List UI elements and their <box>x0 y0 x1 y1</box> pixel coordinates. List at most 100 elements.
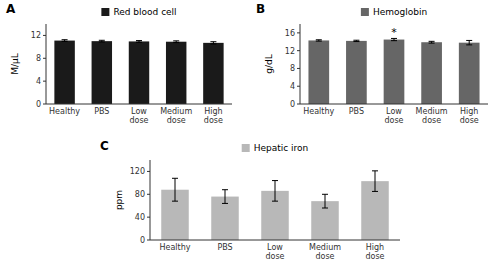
x-tick-label-line: Healthy <box>49 107 80 116</box>
error-cap <box>136 42 142 43</box>
legend: Hemoglobin <box>361 7 427 17</box>
x-tick-label-line: Medium <box>160 107 192 116</box>
bar <box>166 42 186 104</box>
bar <box>308 40 329 104</box>
x-tick-label-line: dose <box>204 116 223 125</box>
error-cap <box>62 39 68 40</box>
x-tick-label-line: dose <box>129 116 148 125</box>
x-tick-label-line: dose <box>384 116 403 125</box>
error-cap <box>466 44 472 45</box>
x-tick-label-line: dose <box>167 116 186 125</box>
x-tick-label: Mediumdose <box>160 107 192 125</box>
y-axis-label: ppm <box>114 190 124 210</box>
y-axis <box>46 24 47 104</box>
bar <box>211 197 239 240</box>
x-tick-label-line: dose <box>365 252 384 261</box>
error-cap <box>272 180 278 181</box>
y-tick <box>43 81 46 82</box>
legend-swatch <box>101 8 109 16</box>
y-tick-label: 0 <box>140 236 145 245</box>
error-cap <box>391 40 397 41</box>
y-tick <box>147 217 150 218</box>
bar <box>459 43 480 104</box>
error-cap <box>99 42 105 43</box>
bar <box>421 42 442 104</box>
x-tick-label: Highdose <box>460 107 479 125</box>
y-axis-label: M/μL <box>10 53 20 75</box>
y-tick-label: 0 <box>36 100 41 109</box>
x-tick-label: Lowdose <box>129 107 148 125</box>
y-tick <box>43 58 46 59</box>
plot-area <box>308 38 479 104</box>
error-cap <box>353 40 359 41</box>
error-cap <box>62 41 68 42</box>
error-line <box>325 194 326 208</box>
plot-area <box>161 171 389 240</box>
error-bar <box>372 171 378 192</box>
x-axis <box>46 104 232 105</box>
bar <box>346 41 367 104</box>
plot-area <box>54 40 223 104</box>
bar <box>54 41 74 104</box>
error-cap <box>372 170 378 171</box>
error-line <box>375 171 376 192</box>
y-tick-label: 16 <box>285 29 295 38</box>
x-tick-label-line: High <box>366 243 384 252</box>
error-cap <box>222 203 228 204</box>
x-tick-label: Healthy <box>49 107 80 116</box>
bar <box>384 40 405 104</box>
y-tick-label: 8 <box>290 64 295 73</box>
y-tick <box>297 32 300 33</box>
y-axis <box>300 24 301 104</box>
bar <box>92 41 112 104</box>
error-cap <box>353 41 359 42</box>
error-cap <box>136 40 142 41</box>
x-tick-label-line: Low <box>131 107 147 116</box>
y-tick <box>147 171 150 172</box>
y-tick-label: 8 <box>36 54 41 63</box>
error-cap <box>173 40 179 41</box>
y-tick-label: 0 <box>290 100 295 109</box>
error-cap <box>210 44 216 45</box>
legend-label: Hemoglobin <box>373 7 427 17</box>
y-tick-label: 120 <box>130 167 145 176</box>
legend-label: Red blood cell <box>113 7 176 17</box>
error-bar <box>466 40 472 44</box>
error-line <box>225 190 226 204</box>
x-tick-label-line: dose <box>315 252 334 261</box>
x-tick-label-line: dose <box>460 116 479 125</box>
x-tick-label-line: dose <box>422 116 441 125</box>
x-tick-label: Lowdose <box>384 107 403 125</box>
y-tick <box>43 35 46 36</box>
x-tick-label: Lowdose <box>265 243 284 261</box>
panel: C04080120HealthyPBSLowdoseMediumdoseHigh… <box>100 139 400 261</box>
y-tick-label: 4 <box>36 77 41 86</box>
x-tick-label-line: PBS <box>349 107 364 116</box>
panel-label: B <box>256 2 265 16</box>
x-tick-label-line: High <box>204 107 222 116</box>
error-bar <box>99 40 105 42</box>
error-cap <box>172 178 178 179</box>
x-tick-label: PBS <box>217 243 232 252</box>
figure: A04812HealthyPBSLowdoseMediumdoseHighdos… <box>0 0 500 274</box>
error-cap <box>466 40 472 41</box>
x-tick-label-line: Healthy <box>159 243 190 252</box>
error-cap <box>429 43 435 44</box>
x-tick-label-line: Low <box>386 107 402 116</box>
y-tick <box>297 68 300 69</box>
error-bar <box>222 190 228 204</box>
x-tick-label: Mediumdose <box>416 107 448 125</box>
legend-label: Hepatic iron <box>254 143 309 153</box>
error-cap <box>322 194 328 195</box>
error-cap <box>172 201 178 202</box>
panel: B0481216HealthyPBSLowdoseMediumdoseHighd… <box>256 2 488 125</box>
x-tick-label: PBS <box>349 107 364 116</box>
error-bar <box>62 40 68 42</box>
annotation: * <box>391 26 397 39</box>
x-tick-label: Highdose <box>204 107 223 125</box>
y-axis-label: g/dL <box>264 54 274 73</box>
x-tick-label-line: PBS <box>217 243 232 252</box>
error-bar <box>316 40 322 41</box>
legend: Red blood cell <box>101 7 176 17</box>
error-bar <box>173 41 179 43</box>
